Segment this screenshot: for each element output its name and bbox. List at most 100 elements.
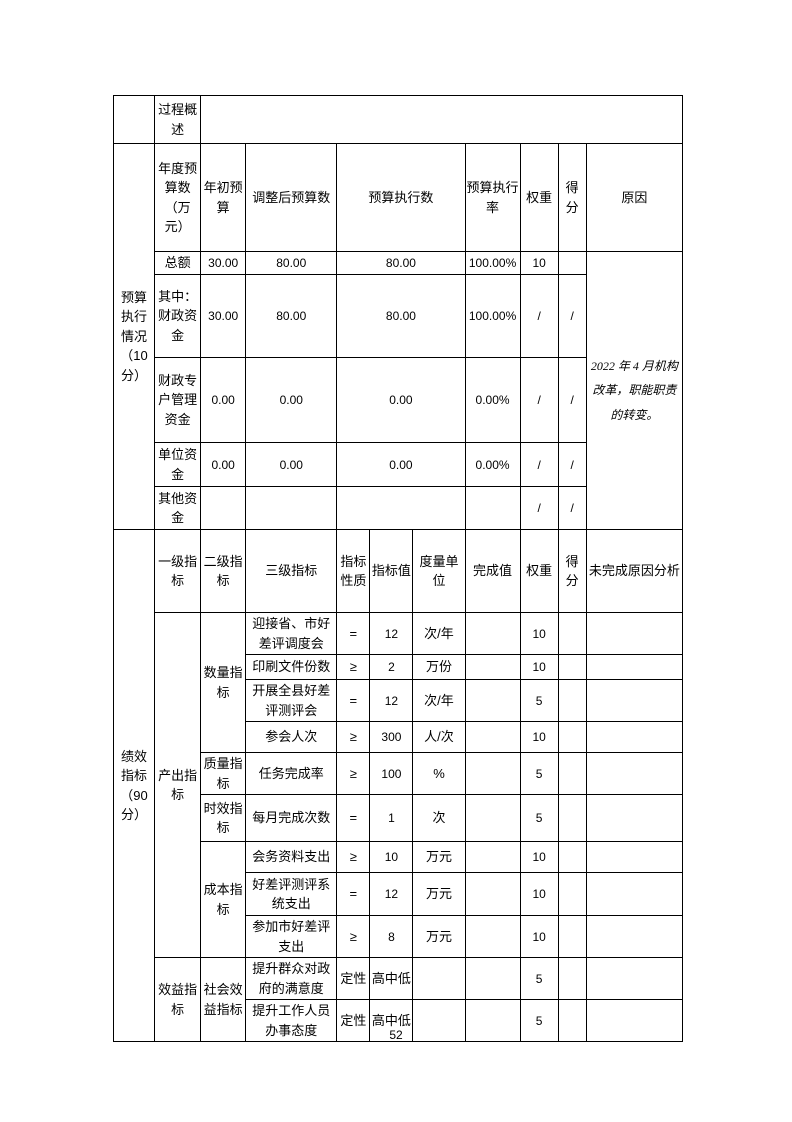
header-initial-budget: 年初预算 [200,143,247,252]
initial-value: 30.00 [200,274,247,358]
reason-note: 2022 年 4 月机构改革，职能职责的转变。 [585,251,684,530]
executed-value: 80.00 [336,251,466,275]
page-number: 52 [389,1028,403,1042]
row-label: 其中：财政资金 [154,274,202,358]
score-value: / [557,357,587,443]
indicator-name: 好差评测评系统支出 [245,872,338,916]
weight-value: 10 [519,654,559,680]
unit-value: 万份 [412,654,466,680]
indicator-name: 提升群众对政府的满意度 [245,957,338,1000]
target-value: 8 [369,915,414,958]
unfinished-reason [585,872,684,916]
weight-value: 5 [519,679,559,722]
target-value: 12 [369,872,414,916]
level2-cost: 成本指标 [200,841,247,958]
indicator-name: 迎接省、市好差评调度会 [245,612,338,655]
weight-value: / [519,357,559,443]
score-value [557,915,587,958]
target-value: 300 [369,721,414,753]
unfinished-reason [585,915,684,958]
header-level1: 一级指标 [154,529,202,613]
nature-value: ≥ [336,841,371,873]
rate-value: 100.00% [464,251,521,275]
row-label: 单位资金 [154,442,202,487]
nature-value: ≥ [336,915,371,958]
unit-value: 次/年 [412,612,466,655]
unfinished-reason [585,841,684,873]
level2-quantity: 数量指标 [200,612,247,753]
adjusted-value [245,486,338,530]
executed-value [336,486,466,530]
score-value: / [557,442,587,487]
indicator-name: 参会人次 [245,721,338,753]
score-value [557,654,587,680]
done-value [464,752,521,795]
weight-value: 5 [519,794,559,842]
executed-value: 0.00 [336,357,466,443]
budget-row-unit-funds: 单位资金 0.00 0.00 0.00 0.00% / / [114,442,683,487]
done-value [464,679,521,722]
unit-value: 万元 [412,841,466,873]
unfinished-reason [585,654,684,680]
level2-social-benefit: 社会效益指标 [200,957,247,1042]
indicator-category-label: 绩效指标（90分） [112,529,156,1042]
rate-value: 0.00% [464,357,521,443]
nature-value: = [336,794,371,842]
row-label: 财政专户管理资金 [154,357,202,443]
unit-value [412,957,466,1000]
indicator-row: 成本指标 会务资料支出 ≥ 10 万元 10 [114,841,684,958]
header-reason: 原因 [585,143,684,252]
weight-value: 10 [519,612,559,655]
done-value [464,612,521,655]
unit-value: 万元 [412,915,466,958]
budget-category-label: 预算执行情况（10分） [112,143,156,530]
initial-value [200,486,247,530]
done-value [464,721,521,753]
nature-value: = [336,679,371,722]
row-label: 其他资金 [154,486,202,530]
adjusted-value: 0.00 [245,442,338,487]
level1-benefit: 效益指标 [154,957,202,1042]
nature-value: = [336,612,371,655]
weight-value: 10 [519,915,559,958]
initial-value: 0.00 [200,357,247,443]
score-value [557,612,587,655]
indicator-row: 效益指标 社会效益指标 提升群众对政府的满意度 定性 高中低 5 [114,957,684,1042]
process-overview-label: 过程概述 [154,95,202,144]
score-value [557,721,587,753]
nature-value: = [336,872,371,916]
score-value [557,794,587,842]
unit-value: 次/年 [412,679,466,722]
weight-value: 10 [519,841,559,873]
indicator-name: 任务完成率 [245,752,338,795]
evaluation-table: 过程概述 预算执行情况（10分） 年度预算数（万元） 年初预算 调整后预算数 预… [112,95,684,1042]
weight-value: / [519,274,559,358]
target-value: 10 [369,841,414,873]
row-label: 总额 [154,251,202,275]
target-value: 2 [369,654,414,680]
nature-value: ≥ [336,752,371,795]
header-annual-budget: 年度预算数（万元） [154,143,202,252]
rate-value [464,486,521,530]
indicator-row: 提升工作人员办事态度 定性 高中低 5 [114,999,684,1042]
weight-value: / [519,486,559,530]
score-value: / [557,486,587,530]
indicator-name: 开展全县好差评测评会 [245,679,338,722]
header-unit: 度量单位 [412,529,466,613]
adjusted-value: 80.00 [245,274,338,358]
unit-value: 万元 [412,872,466,916]
target-value: 高中低 [369,957,414,1000]
header-value: 指标值 [369,529,414,613]
score-value: / [557,274,587,358]
done-value [464,915,521,958]
unfinished-reason [585,752,684,795]
unit-value: % [412,752,466,795]
indicator-name: 参加市好差评支出 [245,915,338,958]
budget-header-row: 预算执行情况（10分） 年度预算数（万元） 年初预算 调整后预算数 预算执行数 … [112,143,684,530]
score-value [557,872,587,916]
weight-value: 10 [519,251,559,275]
process-overview-row: 过程概述 [112,95,683,144]
header-score2: 得分 [557,529,587,613]
level2-quality: 质量指标 [200,752,247,795]
